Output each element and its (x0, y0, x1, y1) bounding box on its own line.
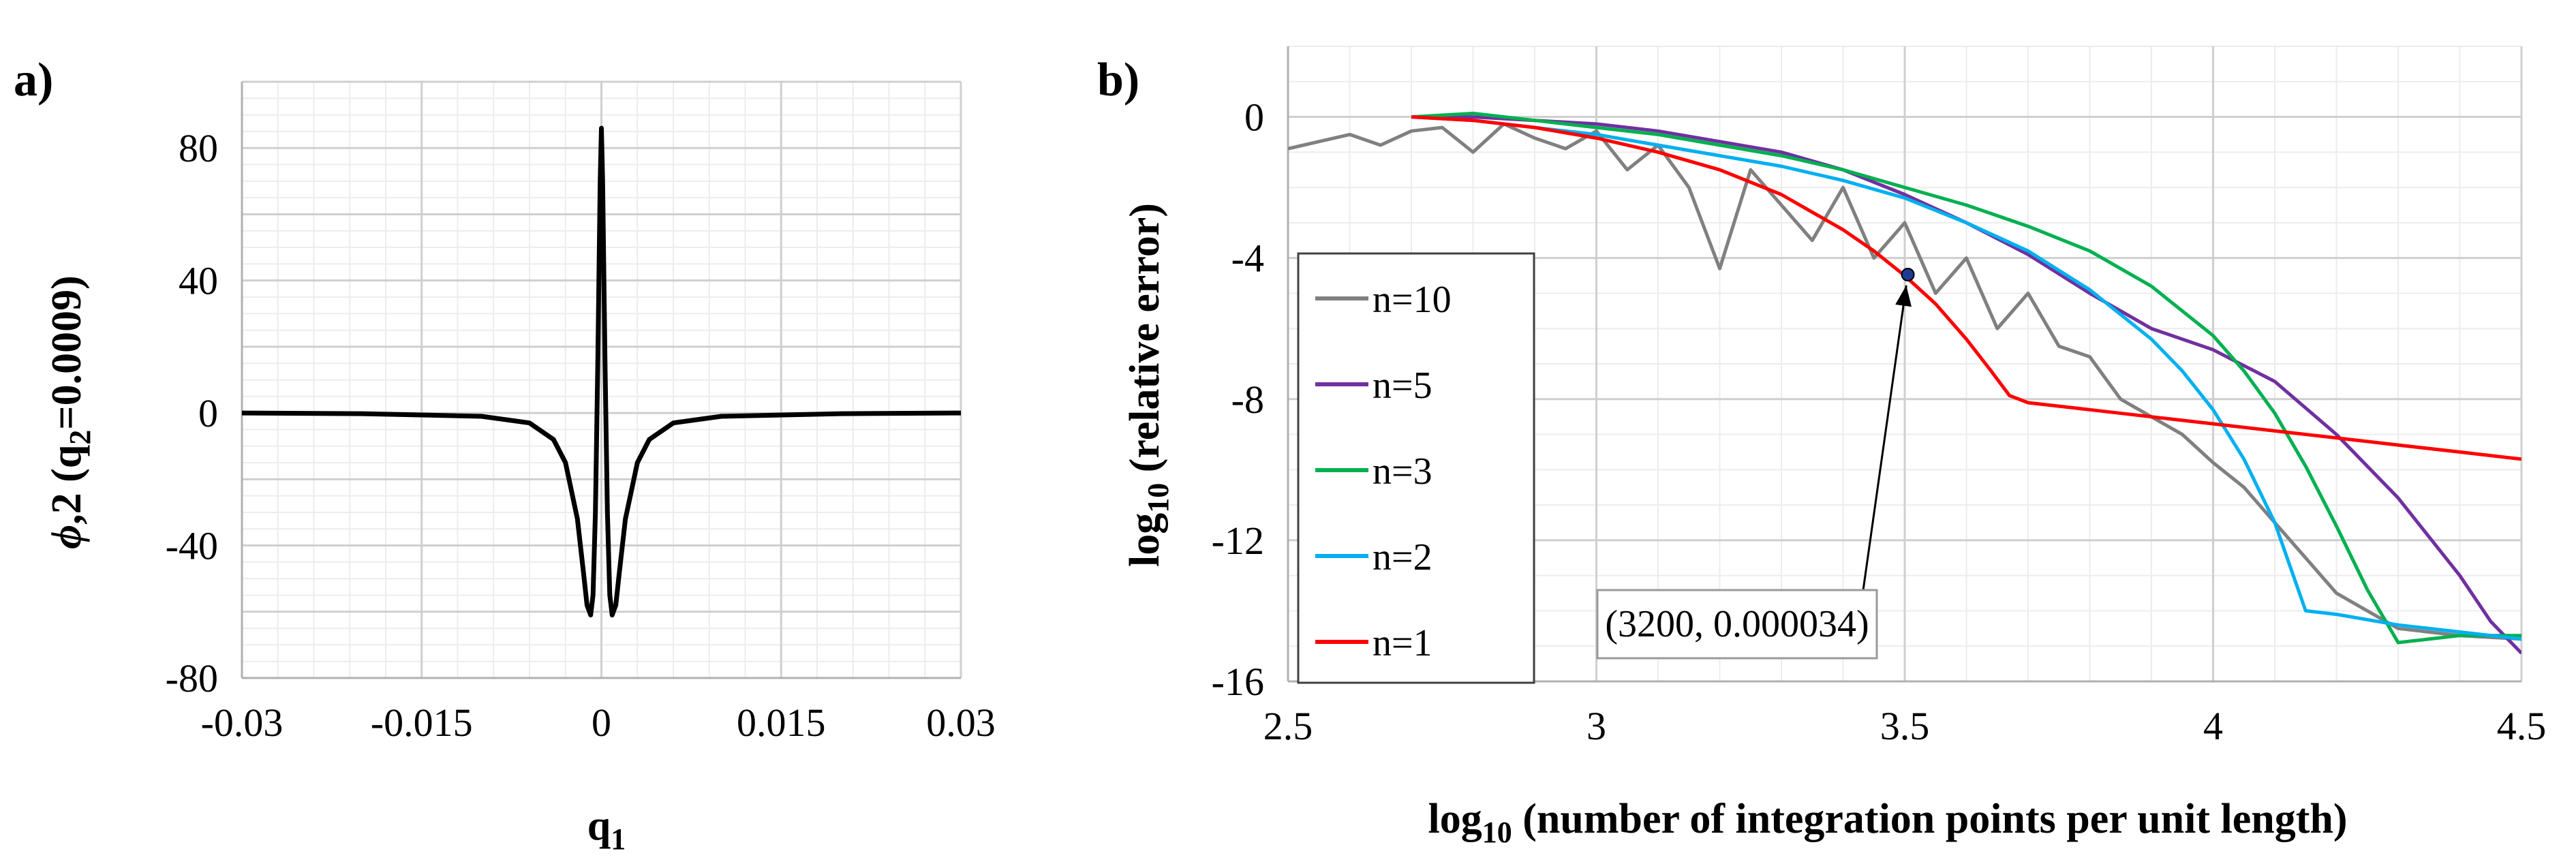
legend-label: n=2 (1373, 536, 1432, 578)
panel-b-xlabel-rest: (number of integration points per unit l… (1512, 796, 2348, 842)
series-line-n-2 (1411, 115, 2521, 641)
panel-a-y-tick-labels: -80 -40 0 40 80 (166, 126, 218, 700)
panel-a-x-tick-labels: -0.03 -0.015 0 0.015 0.03 (201, 700, 996, 745)
legend: n=10 n=5 n=3 n=2 n=1 (1297, 252, 1535, 684)
panel-b-xlabel-main: log (1428, 796, 1482, 842)
annotation-box (1596, 589, 1878, 660)
annotation-arrowhead (1895, 285, 1912, 307)
x-tick-label: 3.5 (1880, 704, 1930, 748)
y-tick-label: -8 (1231, 377, 1264, 422)
x-tick-label: 4.5 (2497, 704, 2547, 748)
y-tick-label: 0 (1244, 95, 1264, 140)
panel-a-ylabel-phi: ϕ (44, 525, 90, 549)
panel-b: b) 2.5 3 3.5 4 4.5 -16 -12 -8 -4 0 (3200, 0.0000… (1097, 46, 2546, 849)
annotation-arrow (1862, 285, 1907, 591)
x-tick-label: 0.015 (737, 700, 826, 745)
panel-b-series (1288, 111, 2521, 655)
y-tick-label: -80 (166, 656, 218, 700)
x-tick-label: 0 (592, 700, 611, 745)
x-tick-label: 3 (1586, 704, 1606, 748)
panel-a-ylabel-rest: ,2 (q (44, 445, 90, 525)
legend-label: n=1 (1373, 622, 1432, 664)
panel-b-xlabel-sub: 10 (1482, 816, 1512, 849)
panel-b-ylabel-main: log (1122, 513, 1168, 567)
x-tick-label: 0.03 (926, 700, 996, 745)
panel-b-y-tick-labels: -16 -12 -8 -4 0 (1212, 95, 1264, 704)
legend-label: n=10 (1373, 279, 1452, 321)
panel-b-label: b) (1097, 54, 1139, 106)
panel-b-x-axis-title: log10 (number of integration points per … (1428, 796, 2348, 849)
panel-a-label: a) (14, 54, 53, 106)
panel-a-y-axis-title: ϕ,2 (q2=0.0009) (44, 275, 97, 549)
series-line-phi-2 (242, 125, 961, 618)
panel-b-x-tick-labels: 2.5 3 3.5 4 4.5 (1263, 704, 2547, 748)
series-line-n-1 (1411, 115, 2521, 461)
series-line-n-3 (1411, 111, 2521, 645)
legend-label: n=3 (1373, 450, 1432, 493)
y-tick-label: 40 (179, 259, 218, 303)
panel-b-ylabel-sub: 10 (1141, 483, 1175, 513)
panel-a-x-axis-title: q1 (587, 803, 626, 856)
y-tick-label: -16 (1212, 660, 1264, 704)
panel-a-ylabel-sub: 2 (63, 430, 97, 445)
x-tick-label: 4 (2203, 704, 2223, 748)
panel-a-series (242, 125, 961, 618)
y-tick-label: 80 (179, 126, 218, 170)
panel-a-xlabel-main: q (587, 803, 611, 849)
y-tick-label: -4 (1231, 236, 1264, 281)
annotation-text: (3200, 0.000034) (1605, 603, 1869, 645)
panel-b-annotation: (3200, 0.000034) (1596, 268, 1915, 660)
x-tick-label: -0.03 (201, 700, 283, 745)
legend-label: n=5 (1373, 365, 1432, 407)
series-line-n-10 (1288, 122, 2521, 641)
x-tick-label: 2.5 (1263, 704, 1313, 748)
annotation-marker (1901, 268, 1915, 282)
y-tick-label: 0 (198, 391, 218, 435)
panel-a-xlabel-sub: 1 (611, 822, 626, 856)
panel-b-ylabel-rest: (relative error) (1122, 203, 1168, 483)
x-tick-label: -0.015 (371, 700, 473, 745)
panel-a-ylabel-end: =0.0009) (44, 275, 90, 429)
y-tick-label: -40 (166, 524, 218, 568)
panel-a-axes (241, 82, 961, 679)
panel-b-y-axis-title: log10 (relative error) (1122, 203, 1175, 567)
y-tick-label: -12 (1212, 519, 1264, 563)
